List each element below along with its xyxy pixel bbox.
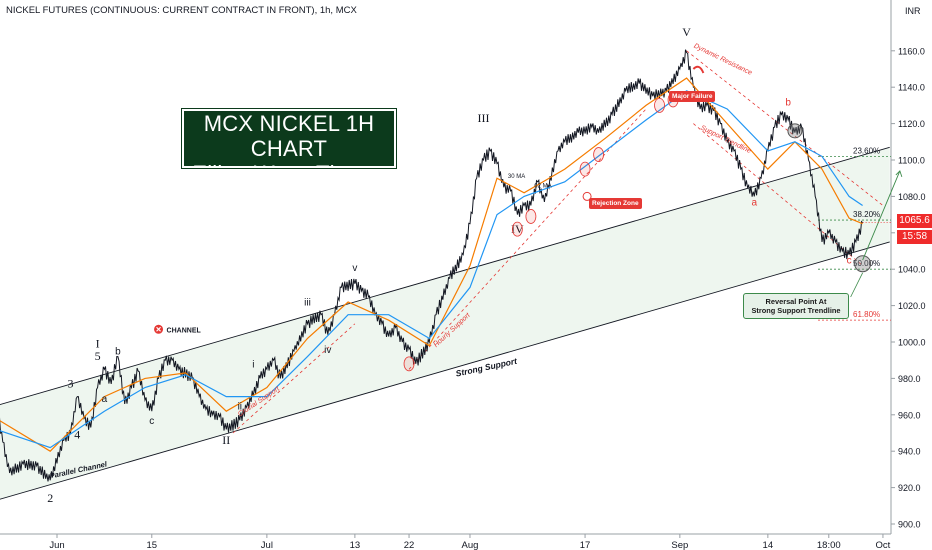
x-tick-label: Oct <box>876 540 891 550</box>
y-tick-label: 900.0 <box>898 520 921 530</box>
wave-label: b <box>115 347 121 358</box>
rejection-marker <box>582 191 592 201</box>
wave-label: 5 <box>95 349 101 363</box>
reversal-callout: Reversal Point At Strong Support Trendli… <box>743 293 849 319</box>
x-tick-label: Jun <box>49 540 64 550</box>
projection-arrowhead <box>895 170 903 178</box>
ma62-label: 62 MA <box>534 183 551 189</box>
wave-label: c <box>847 256 852 267</box>
last-price-tag: 1065.6 <box>897 214 932 228</box>
x-tick-label: 17 <box>580 540 591 550</box>
highlight-oval <box>654 98 665 113</box>
symbol-title: NICKEL FUTURES (CONTINUOUS: CURRENT CONT… <box>6 5 357 16</box>
x-tick-label: 22 <box>404 540 415 550</box>
reversal-line-2: Strong Support Trendline <box>751 306 841 315</box>
x-tick-label: 14 <box>763 540 774 550</box>
projection-arrow <box>862 170 901 261</box>
wave-label: a <box>102 394 108 405</box>
wave-label: c <box>149 416 154 427</box>
y-tick-label: 1080.0 <box>898 192 926 202</box>
wave-label: v <box>352 263 357 274</box>
wave-label: 3 <box>68 377 74 391</box>
channel-fill <box>0 147 890 500</box>
y-tick-label: 1160.0 <box>898 46 925 56</box>
callout-connector <box>850 272 863 298</box>
highlight-oval <box>403 356 415 372</box>
title-line-2: Elliott Wave Theory <box>192 161 386 186</box>
resistance-circle <box>787 123 803 139</box>
title-line-1: MCX NICKEL 1H CHART <box>203 111 375 161</box>
trendline-hourly-support <box>408 108 647 370</box>
trendline-strong-support <box>0 241 890 500</box>
dynamic-resistance-label: Dynamic Resistance <box>693 43 754 77</box>
x-tick-label: Aug <box>462 540 479 550</box>
wave-label: iv <box>324 345 331 356</box>
fib-label: 50.00% <box>853 259 880 268</box>
x-tick-label: 13 <box>350 540 361 550</box>
highlight-oval <box>511 221 523 237</box>
wave-label: I <box>96 336 100 350</box>
fib-label: 23.60% <box>853 146 880 155</box>
fib-label: 61.80% <box>853 310 880 319</box>
currency-label: INR <box>905 6 921 16</box>
y-tick-label: 1120.0 <box>898 119 925 129</box>
wave-label: 4 <box>74 427 80 441</box>
wave-label: IV <box>511 222 524 236</box>
y-tick-label: 960.0 <box>898 410 921 420</box>
price-series <box>0 49 863 482</box>
reversal-circle <box>854 255 872 273</box>
y-tick-label: 1040.0 <box>898 265 926 275</box>
wave-label: i <box>252 359 254 370</box>
ma30-label: 30 MA <box>508 174 525 180</box>
support-trendline-label: Support Trendline <box>699 125 752 156</box>
y-tick-label: 940.0 <box>898 447 921 457</box>
x-tick-label: 15 <box>146 540 157 550</box>
highlight-oval <box>525 209 537 224</box>
chart-title-box: MCX NICKEL 1H CHART Elliott Wave Theory <box>181 108 397 186</box>
y-tick-label: 920.0 <box>898 483 921 493</box>
wave-label: ii <box>238 401 242 412</box>
x-tick-label: 18:00 <box>817 540 841 550</box>
wave-label: a <box>752 198 758 209</box>
y-tick-label: 1140.0 <box>898 83 925 93</box>
ma-line-30-ma <box>0 77 863 452</box>
major-failure-arrow <box>692 65 705 74</box>
y-tick-label: 1000.0 <box>898 338 926 348</box>
highlight-oval <box>593 147 604 162</box>
wave-label: III <box>478 111 490 125</box>
wave-label: II <box>222 433 230 447</box>
wave-label: b <box>785 97 791 108</box>
highlight-oval <box>579 161 591 177</box>
major-failure-tag: Major Failure <box>669 91 716 102</box>
trendline-support-trendline <box>693 123 863 266</box>
wave-label: V <box>682 25 691 39</box>
wave-label: iii <box>304 298 311 309</box>
channel-label: CHANNEL <box>167 327 202 334</box>
reversal-line-1: Reversal Point At <box>765 297 827 306</box>
y-tick-label: 1020.0 <box>898 301 926 311</box>
ma-line-62-ma <box>0 90 863 449</box>
y-tick-label: 1100.0 <box>898 156 925 166</box>
wave-label: 2 <box>47 491 53 505</box>
countdown-tag: 15:58 <box>897 230 932 244</box>
y-tick-label: 980.0 <box>898 374 921 384</box>
channel-x-mark <box>156 326 161 332</box>
x-tick-label: Jul <box>261 540 273 550</box>
trendline-parallel-channel <box>0 146 890 406</box>
fib-label: 38.20% <box>853 210 880 219</box>
rejection-zone-tag: Rejection Zone <box>589 198 642 209</box>
x-tick-label: Sep <box>671 540 688 550</box>
